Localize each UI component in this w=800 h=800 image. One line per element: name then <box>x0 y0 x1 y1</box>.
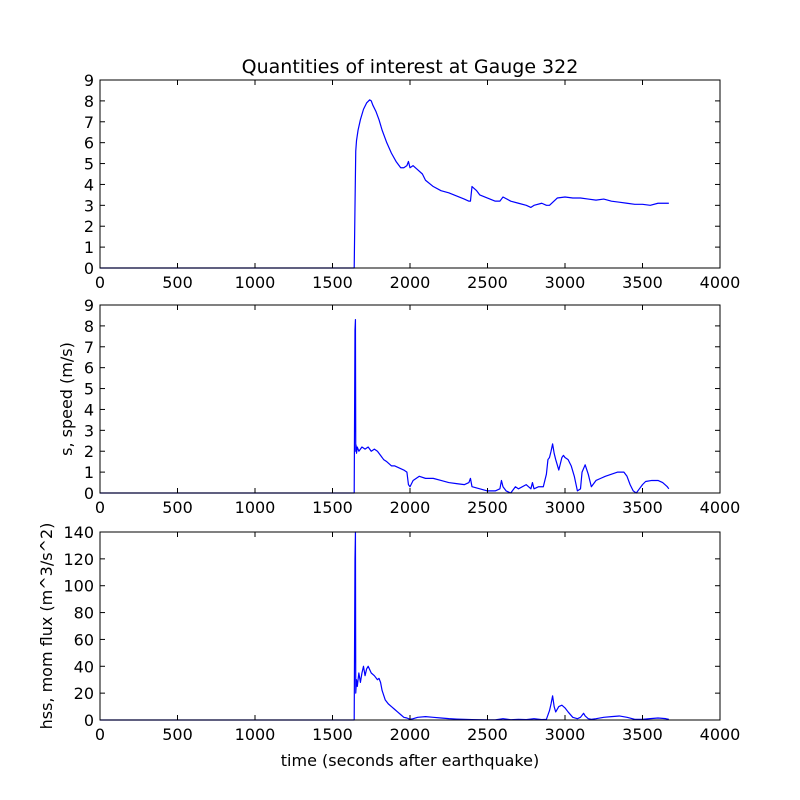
y-tick-label: 4 <box>84 175 94 194</box>
axes-container: 0 500 1000 1500 2000 2500 3000 3500 400001234567… <box>37 71 740 770</box>
y-tick-label: 40 <box>74 657 94 676</box>
x-tick-label: 0 <box>95 725 105 744</box>
x-tick-label: 2000 <box>390 498 431 517</box>
x-tick-label: 1500 <box>312 725 353 744</box>
axes-frame <box>99 79 721 269</box>
y-tick-label: 20 <box>74 684 94 703</box>
x-tick-label: 1500 <box>312 273 353 292</box>
x-tick-label: 1000 <box>235 725 276 744</box>
y-axis-label: s, speed (m/s) <box>57 342 76 456</box>
x-tick-label: 2500 <box>467 273 508 292</box>
x-tick-label: 500 <box>162 273 193 292</box>
y-tick-label: 80 <box>74 604 94 623</box>
y-tick-label: 2 <box>84 217 94 236</box>
y-tick-label: 8 <box>84 317 94 336</box>
y-tick-label: 1 <box>84 238 94 257</box>
axes-panel-3: 0 500 1000 1500 2000 2500 3000 3500 4000 0 20 40 60 8… <box>37 523 740 770</box>
x-tick-label: 0 <box>95 273 105 292</box>
figure-title: Quantities of interest at Gauge 322 <box>242 56 579 78</box>
axes-frame <box>99 304 721 494</box>
x-tick-label: 3500 <box>622 498 663 517</box>
x-tick-label: 2000 <box>390 725 431 744</box>
y-tick-label: 0 <box>84 259 94 278</box>
axes-panel-1: 0 500 1000 1500 2000 2500 3000 3500 400001234567… <box>84 71 741 292</box>
y-tick-label: 1 <box>84 463 94 482</box>
x-tick-label: 3000 <box>545 498 586 517</box>
y-tick-label: 100 <box>63 577 94 596</box>
y-tick-label: 8 <box>84 92 94 111</box>
x-tick-label: 3500 <box>622 725 663 744</box>
x-tick-label: 2500 <box>467 498 508 517</box>
y-tick-label: 60 <box>74 630 94 649</box>
x-tick-label: 3000 <box>545 273 586 292</box>
y-tick-label: 6 <box>84 134 94 153</box>
y-tick-label: 9 <box>84 296 94 315</box>
y-tick-label: 9 <box>84 71 94 90</box>
y-tick-label: 0 <box>84 711 94 730</box>
x-tick-label: 3500 <box>622 273 663 292</box>
x-tick-label: 1000 <box>235 498 276 517</box>
y-tick-label: 3 <box>84 421 94 440</box>
y-tick-label: 7 <box>84 338 94 357</box>
x-tick-label: 500 <box>162 725 193 744</box>
y-tick-label: 0 <box>84 484 94 503</box>
y-tick-label: 7 <box>84 113 94 132</box>
y-tick-label: 120 <box>63 550 94 569</box>
y-tick-label: 4 <box>84 400 94 419</box>
y-tick-label: 5 <box>84 380 94 399</box>
x-tick-label: 500 <box>162 498 193 517</box>
x-tick-label: 4000 <box>700 273 741 292</box>
y-tick-label: 3 <box>84 196 94 215</box>
x-tick-label: 0 <box>95 498 105 517</box>
x-tick-label: 2500 <box>467 725 508 744</box>
x-tick-label: 1500 <box>312 498 353 517</box>
series-line-3-1 <box>100 531 669 721</box>
series-line-2-1 <box>100 319 670 494</box>
series-line-1-1 <box>100 99 669 269</box>
x-tick-label: 4000 <box>700 498 741 517</box>
x-tick-label: 1000 <box>235 273 276 292</box>
axes-panel-2: 0 500 1000 1500 2000 2500 3000 3500 400001234567… <box>57 296 740 517</box>
x-tick-label: 3000 <box>545 725 586 744</box>
x-tick-label: 4000 <box>700 725 741 744</box>
y-tick-label: 6 <box>84 359 94 378</box>
y-axis-label: hss, mom flux (m^3/s^2) <box>37 523 56 730</box>
x-axis-label: time (seconds after earthquake) <box>281 751 539 770</box>
axes-frame <box>99 531 721 721</box>
x-tick-label: 2000 <box>390 273 431 292</box>
y-tick-label: 2 <box>84 442 94 461</box>
y-tick-label: 140 <box>63 523 94 542</box>
y-tick-label: 5 <box>84 155 94 174</box>
